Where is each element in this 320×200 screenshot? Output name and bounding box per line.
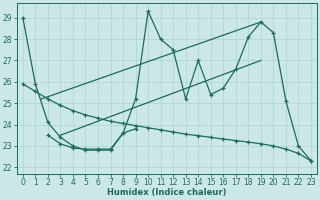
X-axis label: Humidex (Indice chaleur): Humidex (Indice chaleur) bbox=[107, 188, 227, 197]
